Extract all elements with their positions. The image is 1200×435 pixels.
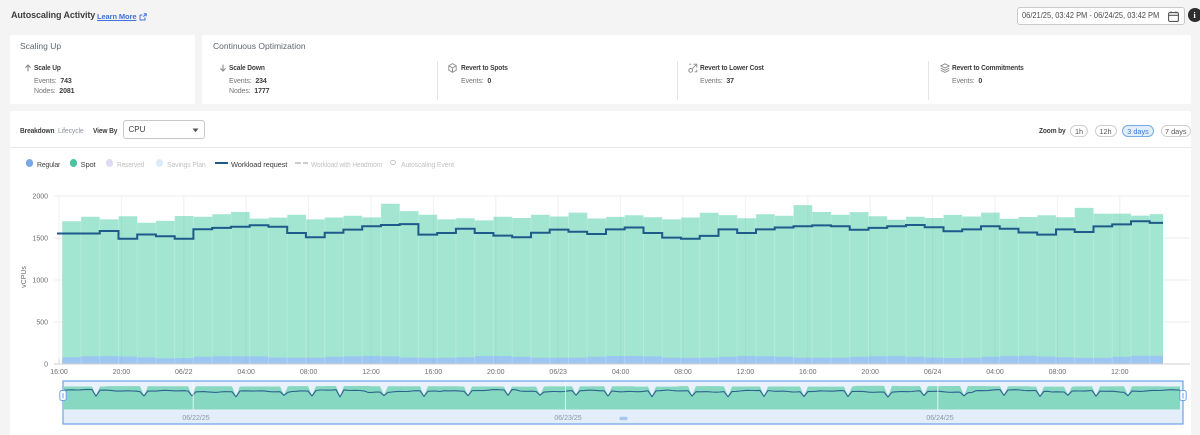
svg-text:04:00: 04:00 bbox=[612, 369, 630, 376]
svg-text:06/24/25: 06/24/25 bbox=[926, 415, 953, 422]
svg-text:08:00: 08:00 bbox=[300, 369, 318, 376]
svg-text:08:00: 08:00 bbox=[1049, 369, 1067, 376]
svg-text:vCPUs: vCPUs bbox=[21, 266, 28, 288]
svg-text:2000: 2000 bbox=[32, 194, 48, 201]
svg-text:12:00: 12:00 bbox=[362, 369, 380, 376]
svg-text:1000: 1000 bbox=[32, 278, 48, 285]
svg-text:12:00: 12:00 bbox=[1111, 369, 1129, 376]
svg-text:500: 500 bbox=[36, 320, 48, 327]
svg-text:06/23: 06/23 bbox=[549, 369, 567, 376]
svg-text:16:00: 16:00 bbox=[50, 369, 68, 376]
svg-text:04:00: 04:00 bbox=[986, 369, 1004, 376]
svg-text:06/22: 06/22 bbox=[175, 369, 193, 376]
svg-text:20:00: 20:00 bbox=[861, 369, 879, 376]
svg-text:06/23/25: 06/23/25 bbox=[554, 415, 581, 422]
svg-text:08:00: 08:00 bbox=[674, 369, 692, 376]
svg-text:04:00: 04:00 bbox=[237, 369, 255, 376]
svg-text:20:00: 20:00 bbox=[487, 369, 505, 376]
svg-text:12:00: 12:00 bbox=[737, 369, 755, 376]
svg-text:06/22/25: 06/22/25 bbox=[182, 415, 209, 422]
svg-text:16:00: 16:00 bbox=[425, 369, 443, 376]
svg-text:06/24: 06/24 bbox=[924, 369, 942, 376]
svg-text:20:00: 20:00 bbox=[113, 369, 131, 376]
svg-text:1500: 1500 bbox=[32, 236, 48, 243]
svg-text:0: 0 bbox=[44, 362, 48, 369]
svg-text:16:00: 16:00 bbox=[799, 369, 817, 376]
